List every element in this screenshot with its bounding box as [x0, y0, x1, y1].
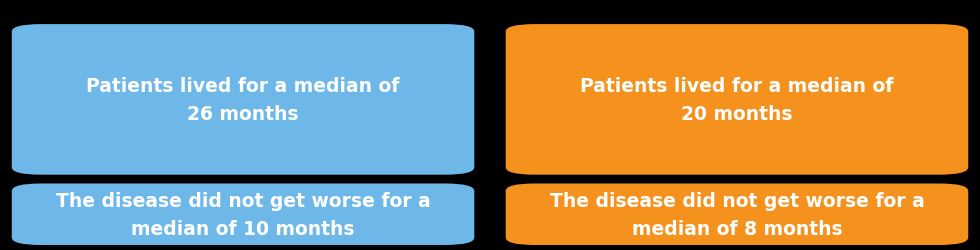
- Text: Patients lived for a median of
20 months: Patients lived for a median of 20 months: [580, 76, 894, 124]
- Text: The disease did not get worse for a
median of 10 months: The disease did not get worse for a medi…: [56, 191, 430, 238]
- Text: Patients lived for a median of
26 months: Patients lived for a median of 26 months: [86, 76, 400, 124]
- FancyBboxPatch shape: [12, 25, 474, 175]
- FancyBboxPatch shape: [506, 184, 968, 245]
- Text: The disease did not get worse for a
median of 8 months: The disease did not get worse for a medi…: [550, 191, 924, 238]
- FancyBboxPatch shape: [506, 25, 968, 175]
- FancyBboxPatch shape: [12, 184, 474, 245]
